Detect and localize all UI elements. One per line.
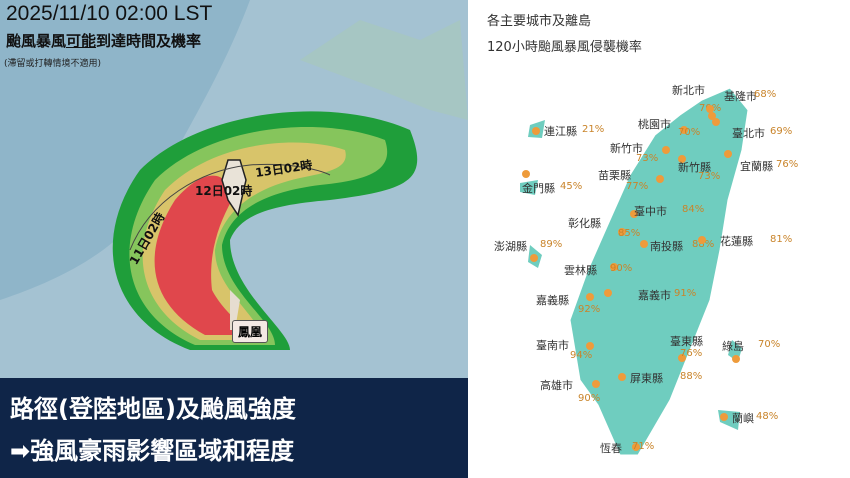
title-part: 颱風暴風 xyxy=(6,32,67,50)
location-marker-icon xyxy=(640,240,648,248)
location-probability: 76% xyxy=(776,159,799,170)
location-probability: 81% xyxy=(770,234,793,245)
location-marker-icon xyxy=(698,236,706,244)
location-probability: 94% xyxy=(570,350,593,361)
location-name: 新竹縣 xyxy=(678,161,711,174)
location-marker-icon xyxy=(522,170,530,178)
location-marker-icon xyxy=(618,373,626,381)
location-marker-icon xyxy=(532,127,540,135)
forecast-datetime: 2025/11/10 02:00 LST xyxy=(6,2,213,25)
location-name: 雲林縣 xyxy=(564,264,597,277)
location-marker-icon xyxy=(680,126,688,134)
location-marker-icon xyxy=(656,175,664,183)
location-name: 花蓮縣 xyxy=(720,235,753,248)
map-note: (滯留或打轉情境不適用) xyxy=(4,59,102,69)
location-name: 臺東縣 xyxy=(670,335,703,348)
location-marker-icon xyxy=(618,228,626,236)
location-probability: 70% xyxy=(678,127,701,138)
title-underlined: 可能 xyxy=(66,32,97,50)
location-name: 金門縣 xyxy=(522,182,555,195)
location-name: 彰化縣 xyxy=(568,217,601,230)
location-name: 連江縣 xyxy=(544,125,577,138)
location-name: 苗栗縣 xyxy=(598,169,631,182)
banner-line: ➡強風豪雨影響區域和程度 xyxy=(10,437,295,465)
location-probability: 70% xyxy=(758,339,781,350)
location-probability: 71% xyxy=(632,441,655,452)
location-probability: 69% xyxy=(770,126,793,137)
location-marker-icon xyxy=(708,112,716,120)
location-probability: 73% xyxy=(636,153,659,164)
location-marker-icon xyxy=(706,105,714,113)
location-marker-icon xyxy=(720,413,728,421)
location-marker-icon xyxy=(678,155,686,163)
location-name: 恆春 xyxy=(600,442,622,455)
banner-line: 路徑(登陸地區)及颱風強度 xyxy=(10,395,296,423)
location-marker-icon xyxy=(604,289,612,297)
location-probability: 77% xyxy=(626,181,649,192)
location-name: 臺北市 xyxy=(732,127,765,140)
location-marker-icon xyxy=(712,118,720,126)
location-marker-icon xyxy=(662,146,670,154)
location-marker-icon xyxy=(586,342,594,350)
location-marker-icon xyxy=(678,354,686,362)
location-name: 基隆市 xyxy=(724,90,757,103)
location-marker-icon xyxy=(630,210,638,218)
location-name: 嘉義縣 xyxy=(536,294,569,307)
track-label: 12日02時 xyxy=(195,184,253,198)
location-marker-icon xyxy=(610,263,618,271)
location-probability: 89% xyxy=(540,239,563,250)
location-probability: 48% xyxy=(756,411,779,422)
map-title: 颱風暴風可能到達時間及機率 xyxy=(6,30,201,51)
location-probability: 91% xyxy=(674,288,697,299)
location-name: 屏東縣 xyxy=(630,372,663,385)
typhoon-name-label: 鳳凰 xyxy=(232,320,269,343)
location-marker-icon xyxy=(586,293,594,301)
location-name: 臺中市 xyxy=(634,205,667,218)
location-marker-icon xyxy=(632,443,640,451)
location-name: 澎湖縣 xyxy=(494,240,527,253)
location-name: 宜蘭縣 xyxy=(740,160,773,173)
location-probability: 85% xyxy=(618,228,641,239)
location-probability: 90% xyxy=(610,263,633,274)
location-name: 新北市 xyxy=(672,84,705,97)
map-title: 各主要城市及離島 xyxy=(487,14,592,29)
typhoon-forecast-map: 2025/11/10 02:00 LST 颱風暴風可能到達時間及機率 (滯留或打… xyxy=(0,0,468,478)
location-probability: 21% xyxy=(582,124,605,135)
map-subtitle: 120小時颱風暴風侵襲機率 xyxy=(487,40,642,55)
title-part: 到達時間及機率 xyxy=(96,32,202,50)
location-marker-icon xyxy=(530,254,538,262)
location-probability: 90% xyxy=(578,393,601,404)
location-probability: 88% xyxy=(692,239,715,250)
location-name: 嘉義市 xyxy=(638,289,671,302)
location-name: 南投縣 xyxy=(650,240,683,253)
location-probability: 88% xyxy=(680,371,703,382)
location-marker-icon xyxy=(724,150,732,158)
location-name: 新竹市 xyxy=(610,142,643,155)
wind-probability-swath xyxy=(0,0,468,478)
location-marker-icon xyxy=(592,380,600,388)
location-name: 臺南市 xyxy=(536,339,569,352)
location-name: 綠島 xyxy=(722,340,744,353)
location-probability: 84% xyxy=(682,204,705,215)
taiwan-map xyxy=(520,87,749,456)
location-name: 蘭嶼 xyxy=(732,412,754,425)
location-probability: 68% xyxy=(754,89,777,100)
location-name: 高雄市 xyxy=(540,379,573,392)
location-marker-icon xyxy=(732,355,740,363)
location-probability: 73% xyxy=(698,171,721,182)
caption-banner: 路徑(登陸地區)及颱風強度 ➡強風豪雨影響區域和程度 xyxy=(0,378,468,478)
location-name: 桃園市 xyxy=(638,118,671,131)
location-probability: 92% xyxy=(578,304,601,315)
location-probability: 76% xyxy=(680,348,703,359)
location-probability: 45% xyxy=(560,181,583,192)
